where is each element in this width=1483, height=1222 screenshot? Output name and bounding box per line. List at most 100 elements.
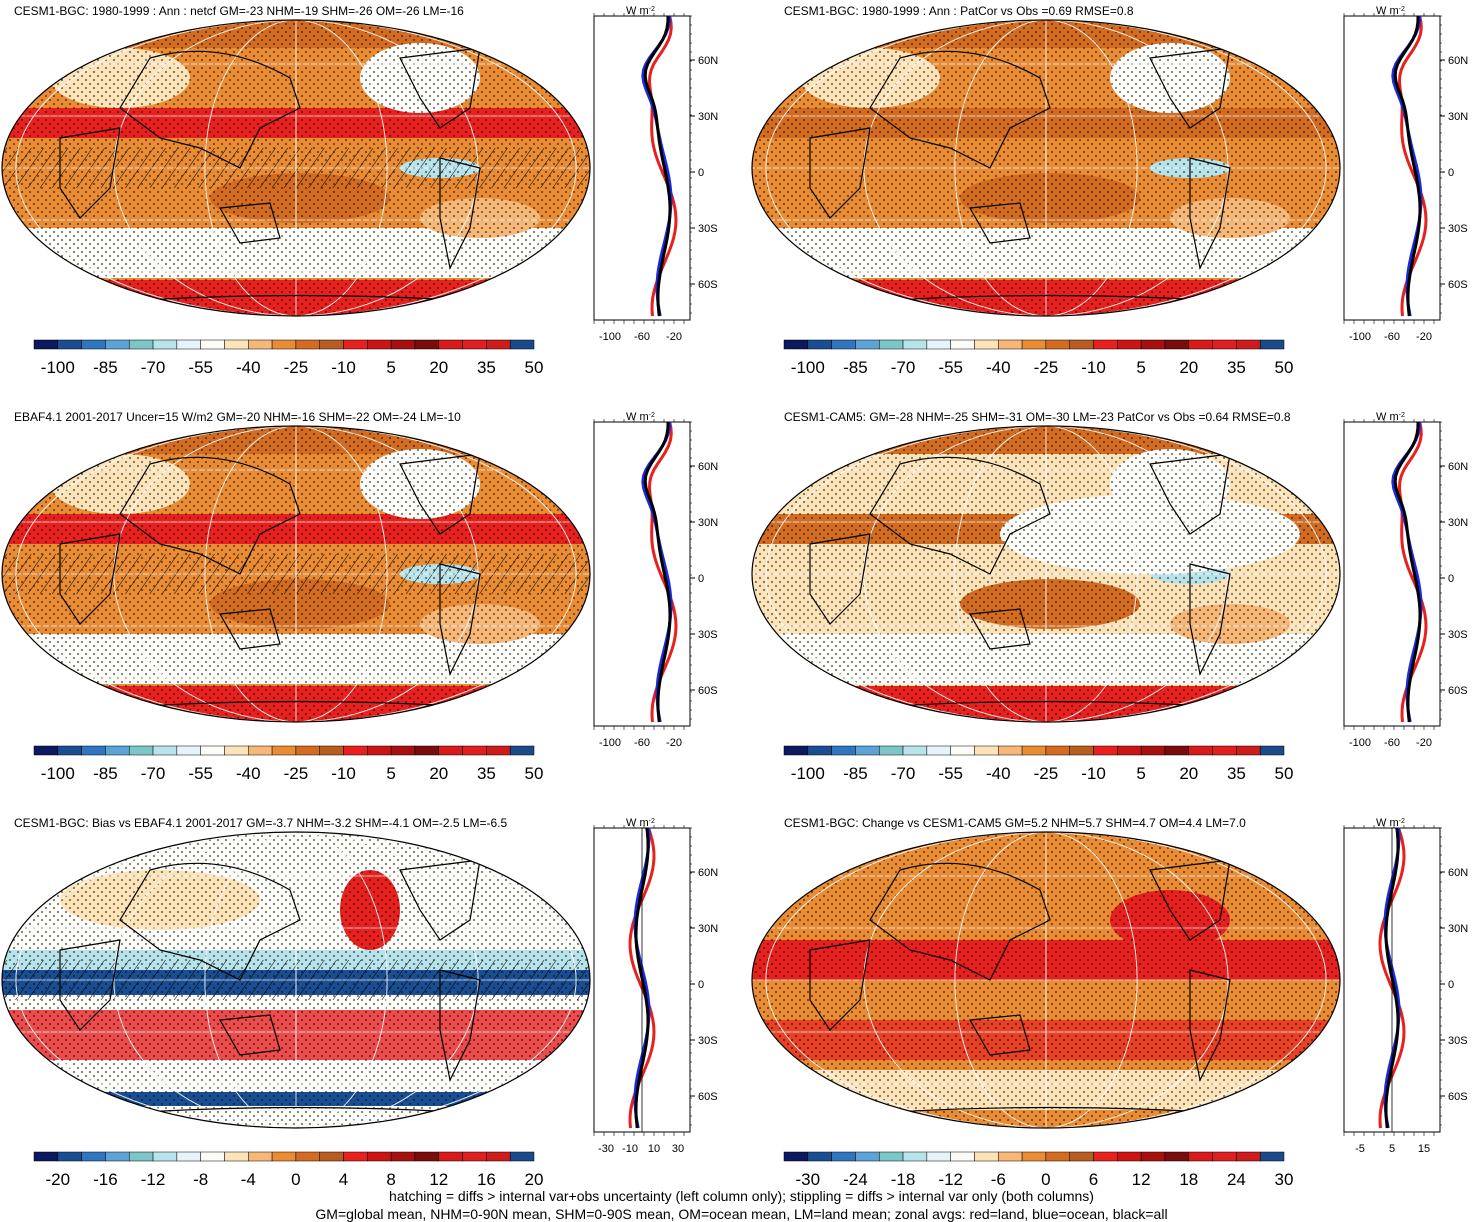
zonal-lat-label: 60N xyxy=(1448,55,1468,67)
colorbar-label: -85 xyxy=(93,764,118,783)
colorbar-label: 24 xyxy=(1227,1170,1246,1189)
colorbar-box xyxy=(1213,746,1237,755)
colorbar-label: -55 xyxy=(938,358,963,377)
colorbar-label: -25 xyxy=(284,358,309,377)
colorbar-box xyxy=(903,1152,927,1161)
zonal-lat-label: 30N xyxy=(1448,517,1468,529)
zonal-x-label: 10 xyxy=(648,1143,660,1155)
colorbar-box xyxy=(201,1152,225,1161)
zonal-x-label: -60 xyxy=(634,331,650,343)
colorbar-box xyxy=(927,746,951,755)
colorbar-box xyxy=(1260,1152,1284,1161)
zonal-lat-label: 60N xyxy=(698,867,718,879)
colorbar-label: 20 xyxy=(429,358,448,377)
colorbar-box xyxy=(1260,746,1284,755)
zonal-lat-label: 30S xyxy=(698,629,718,641)
colorbar-box xyxy=(998,340,1022,349)
colorbar-box xyxy=(1070,1152,1094,1161)
colorbar-label: -85 xyxy=(843,764,868,783)
colorbar-box xyxy=(1117,746,1141,755)
colorbar-label: -70 xyxy=(891,764,916,783)
colorbar-label: -40 xyxy=(236,358,261,377)
panel-title: CESM1-BGC: Bias vs EBAF4.1 2001-2017 GM=… xyxy=(14,816,507,830)
zonal-lat-label: 60S xyxy=(698,279,718,291)
colorbar-box xyxy=(367,340,391,349)
zonal-x-label: 30 xyxy=(672,1143,684,1155)
colorbar-label: -100 xyxy=(791,764,825,783)
colorbar-label: -4 xyxy=(241,1170,256,1189)
panel-title: EBAF4.1 2001-2017 Uncer=15 W/m2 GM=-20 N… xyxy=(14,410,461,424)
colorbar-box xyxy=(105,746,129,755)
map-panel-6: CESM1-BGC: Change vs CESM1-CAM5 GM=5.2 N… xyxy=(750,812,1483,1212)
zonal-lat-label: 0 xyxy=(1448,979,1454,991)
zonal-lat-label: 30N xyxy=(1448,923,1468,935)
colorbar-label: 50 xyxy=(525,764,544,783)
colorbar-box xyxy=(1189,746,1213,755)
colorbar-box xyxy=(82,340,106,349)
colorbar-label: 50 xyxy=(1275,764,1294,783)
colorbar-box xyxy=(1022,340,1046,349)
colorbar-label: 6 xyxy=(1089,1170,1098,1189)
colorbar-box xyxy=(1070,746,1094,755)
colorbar-box xyxy=(832,746,856,755)
stippling-overlay xyxy=(750,18,1350,328)
colorbar-box xyxy=(1165,1152,1189,1161)
colorbar-label: 30 xyxy=(1275,1170,1294,1189)
zonal-lat-label: 60N xyxy=(698,55,718,67)
colorbar-label: 50 xyxy=(525,358,544,377)
colorbar-box xyxy=(177,746,201,755)
zonal-lat-label: 30S xyxy=(1448,1035,1468,1047)
colorbar-box xyxy=(855,746,879,755)
colorbar-box xyxy=(272,340,296,349)
colorbar-label: -25 xyxy=(284,764,309,783)
zonal-lat-label: 60N xyxy=(698,461,718,473)
zonal-lat-label: 60S xyxy=(1448,1091,1468,1103)
zonal-x-label: -20 xyxy=(1416,737,1432,749)
panel-title: CESM1-BGC: 1980-1999 : Ann : PatCor vs O… xyxy=(784,4,1134,18)
colorbar-box xyxy=(808,1152,832,1161)
colorbar-box xyxy=(34,746,58,755)
colorbar-label: -55 xyxy=(188,358,213,377)
colorbar-box xyxy=(1165,340,1189,349)
zonal-lat-label: 30N xyxy=(1448,111,1468,123)
colorbar-box xyxy=(248,746,272,755)
colorbar-label: -10 xyxy=(331,764,356,783)
footer-line-2: GM=global mean, NHM=0-90N mean, SHM=0-90… xyxy=(0,1206,1483,1222)
colorbar-box xyxy=(82,746,106,755)
colorbar-box xyxy=(927,340,951,349)
zonal-x-label: -60 xyxy=(1384,737,1400,749)
colorbar-box xyxy=(153,1152,177,1161)
colorbar-label: -20 xyxy=(46,1170,71,1189)
colorbar-box xyxy=(784,746,808,755)
colorbar-box xyxy=(1046,340,1070,349)
stippling-overlay xyxy=(750,830,1350,1140)
colorbar-label: -18 xyxy=(891,1170,916,1189)
colorbar-box xyxy=(367,746,391,755)
world-map xyxy=(750,830,1350,1140)
world-map xyxy=(750,18,1350,328)
colorbar-label: 5 xyxy=(386,358,395,377)
colorbar-box xyxy=(998,1152,1022,1161)
colorbar-label: -55 xyxy=(938,764,963,783)
colorbar-box xyxy=(177,340,201,349)
colorbar-label: -25 xyxy=(1034,358,1059,377)
colorbar-box xyxy=(391,746,415,755)
colorbar-label: 20 xyxy=(429,764,448,783)
colorbar-label: -12 xyxy=(938,1170,963,1189)
colorbar-box xyxy=(951,340,975,349)
colorbar-box xyxy=(320,1152,344,1161)
zonal-lat-label: 30S xyxy=(1448,629,1468,641)
colorbar-box xyxy=(129,746,153,755)
zonal-lat-label: 30S xyxy=(698,223,718,235)
colorbar-box xyxy=(463,746,487,755)
colorbar-box xyxy=(153,340,177,349)
colorbar-box xyxy=(1189,340,1213,349)
colorbar-label: -25 xyxy=(1034,764,1059,783)
colorbar-box xyxy=(153,746,177,755)
colorbar-box xyxy=(903,340,927,349)
colorbar-box xyxy=(201,340,225,349)
colorbar-box xyxy=(1189,1152,1213,1161)
colorbar-label: 35 xyxy=(1227,358,1246,377)
colorbar-label: -40 xyxy=(986,358,1011,377)
